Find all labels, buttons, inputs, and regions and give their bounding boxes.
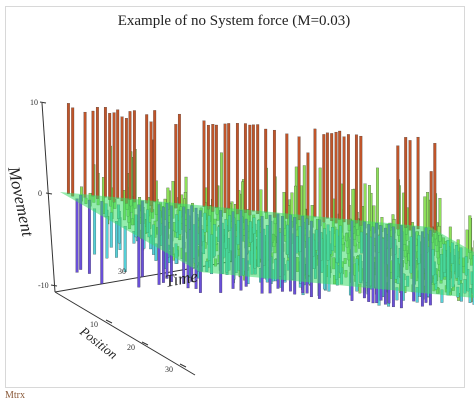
bar: [103, 107, 107, 198]
bar: [112, 112, 116, 203]
bar: [211, 124, 215, 212]
chart-title: Example of no System force (M=0.03): [117, 13, 351, 29]
bar: [346, 134, 350, 225]
bar: [243, 123, 247, 213]
position-axis-label: Position: [76, 323, 120, 362]
bar: [256, 124, 260, 215]
bar: [87, 199, 91, 274]
bar: [338, 130, 342, 220]
bar: [177, 113, 181, 205]
bar: [116, 109, 120, 199]
bar: [124, 118, 128, 204]
bar: [325, 132, 329, 219]
bar: [83, 111, 87, 198]
bar: [235, 123, 239, 215]
bar: [359, 135, 363, 226]
bar: [75, 198, 79, 273]
position-axis: [54, 291, 196, 376]
axis-tick-marks: [39, 101, 187, 368]
bar: [132, 110, 136, 203]
bar: [123, 226, 127, 273]
bar: [468, 215, 472, 253]
bar: [145, 114, 149, 204]
bar: [214, 124, 218, 209]
bar: [153, 110, 157, 203]
bar: [174, 124, 178, 209]
bar: [227, 123, 231, 210]
bar: [120, 116, 124, 202]
bar: [206, 124, 210, 210]
bar: [149, 121, 153, 207]
bar: [79, 194, 83, 270]
position-tick-30: 30: [165, 365, 173, 374]
bar: [408, 140, 412, 231]
bar: [322, 134, 326, 223]
bar: [330, 133, 334, 222]
z-tick-neg10: -10: [38, 281, 49, 290]
bar: [108, 113, 112, 200]
bar: [342, 136, 346, 223]
bar: [396, 145, 400, 230]
bar: [220, 152, 223, 217]
position-tick-20: 20: [127, 343, 135, 352]
position-tick-10: 10: [90, 320, 98, 329]
bar: [71, 107, 75, 197]
bar: [306, 152, 310, 226]
bar: [93, 208, 97, 255]
bar: [429, 171, 433, 237]
z-axis: [41, 102, 56, 293]
bar: [376, 167, 379, 230]
bar: [272, 129, 276, 218]
z-tick-10: 10: [30, 98, 38, 107]
bar: [334, 131, 338, 224]
bar: [115, 221, 118, 258]
bar: [91, 110, 95, 197]
zero-plane: [60, 192, 474, 298]
time-tick-30: 30: [118, 267, 126, 276]
bar: [66, 103, 70, 195]
bar: [297, 136, 301, 221]
time-axis-label: Time: [163, 266, 199, 291]
bar: [354, 134, 358, 224]
bar: [416, 136, 420, 230]
bar: [223, 123, 227, 214]
zero-surface: [60, 192, 474, 298]
bar: [251, 124, 255, 212]
bar: [128, 111, 132, 200]
bar: [313, 128, 317, 218]
figure-caption: Mtrx: [5, 390, 25, 401]
bar: [95, 107, 99, 199]
bar: [285, 133, 289, 219]
bar: [264, 128, 268, 213]
bar: [433, 143, 437, 233]
z-tick-0: 0: [38, 189, 42, 198]
bar: [248, 124, 252, 216]
bar: [404, 137, 408, 228]
bar: [202, 120, 206, 207]
z-axis-label: Movement: [4, 164, 38, 239]
